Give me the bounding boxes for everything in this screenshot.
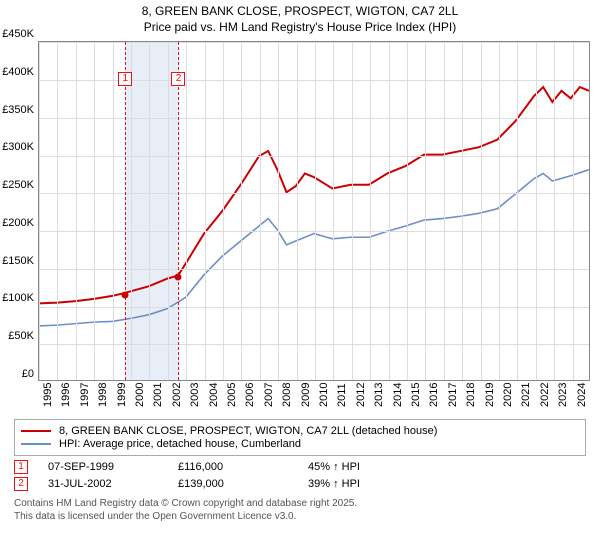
sales-delta: 39% ↑ HPI (308, 478, 438, 490)
sales-price: £116,000 (178, 461, 308, 473)
footer-line1: Contains HM Land Registry data © Crown c… (14, 497, 586, 510)
x-tick-label: 1998 (97, 383, 109, 407)
y-tick-label: £250K (2, 179, 34, 191)
x-tick-label: 2008 (281, 383, 293, 407)
x-tick-label: 2021 (520, 383, 532, 407)
x-tick-label: 2011 (336, 384, 348, 408)
x-tick-label: 2002 (171, 383, 183, 407)
x-tick-label: 2015 (410, 383, 422, 407)
x-tick-label: 2006 (244, 383, 256, 407)
x-tick-label: 2007 (263, 383, 275, 407)
legend-label: 8, GREEN BANK CLOSE, PROSPECT, WIGTON, C… (59, 425, 437, 437)
title-line1: 8, GREEN BANK CLOSE, PROSPECT, WIGTON, C… (0, 4, 600, 20)
x-tick-label: 2014 (392, 383, 404, 407)
x-tick-label: 1997 (79, 383, 91, 407)
sales-marker: 2 (14, 477, 28, 491)
x-tick-label: 2017 (447, 383, 459, 407)
y-tick-label: £150K (2, 255, 34, 267)
x-tick-label: 2022 (539, 383, 551, 407)
title-line2: Price paid vs. HM Land Registry's House … (0, 20, 600, 36)
sales-date: 07-SEP-1999 (48, 461, 178, 473)
sales-table: 1 07-SEP-1999£116,00045% ↑ HPI 2 31-JUL-200… (14, 460, 586, 491)
sales-price: £139,000 (178, 478, 308, 490)
y-tick-label: £300K (2, 141, 34, 153)
y-axis: £0£50K£100K£150K£200K£250K£300K£350K£400… (0, 34, 38, 374)
sales-marker: 1 (14, 460, 28, 474)
series-line (39, 87, 589, 303)
event-line (178, 42, 179, 380)
x-axis: 1995 1996 1997 1998 1999 2000 2001 2002 2003 2004… (38, 381, 590, 411)
x-tick-label: 2012 (355, 383, 367, 407)
x-tick-label: 2024 (576, 383, 588, 407)
sales-row: 2 31-JUL-2002£139,00039% ↑ HPI (14, 477, 586, 491)
event-line (125, 42, 126, 380)
sales-date: 31-JUL-2002 (48, 478, 178, 490)
x-tick-label: 2001 (152, 383, 164, 407)
x-tick-label: 2005 (226, 383, 238, 407)
x-tick-label: 2013 (373, 383, 385, 407)
legend-swatch (21, 430, 51, 432)
x-tick-label: 1995 (42, 383, 54, 407)
x-tick-label: 2019 (484, 383, 496, 407)
x-tick-label: 2023 (557, 383, 569, 407)
x-tick-label: 2016 (428, 383, 440, 407)
sales-delta: 45% ↑ HPI (308, 461, 438, 473)
chart-plot-area: 12 (38, 41, 590, 381)
sales-row: 1 07-SEP-1999£116,00045% ↑ HPI (14, 460, 586, 474)
x-tick-label: 1999 (116, 383, 128, 407)
x-tick-label: 2009 (300, 383, 312, 407)
y-tick-label: £400K (2, 66, 34, 78)
chart-title: 8, GREEN BANK CLOSE, PROSPECT, WIGTON, C… (0, 0, 600, 35)
sale-point (175, 274, 182, 281)
chart-legend: 8, GREEN BANK CLOSE, PROSPECT, WIGTON, C… (14, 419, 586, 456)
x-tick-label: 2004 (208, 383, 220, 407)
x-tick-label: 2018 (465, 383, 477, 407)
footer-line2: This data is licensed under the Open Gov… (14, 510, 586, 523)
y-tick-label: £0 (22, 368, 34, 380)
legend-swatch (21, 443, 51, 445)
legend-label: HPI: Average price, detached house, Cumb… (59, 438, 301, 450)
chart-lines (39, 42, 589, 380)
x-tick-label: 1996 (60, 383, 72, 407)
y-tick-label: £450K (2, 28, 34, 40)
y-tick-label: £100K (2, 292, 34, 304)
x-tick-label: 2010 (318, 383, 330, 407)
x-tick-label: 2000 (134, 383, 146, 407)
footer-attribution: Contains HM Land Registry data © Crown c… (14, 497, 586, 523)
x-tick-label: 2020 (502, 383, 514, 407)
event-marker: 2 (171, 72, 185, 86)
y-tick-label: £200K (2, 217, 34, 229)
y-tick-label: £50K (8, 330, 34, 342)
event-marker: 1 (118, 72, 132, 86)
legend-item: HPI: Average price, detached house, Cumb… (21, 438, 579, 450)
x-tick-label: 2003 (189, 383, 201, 407)
sale-point (122, 291, 129, 298)
legend-item: 8, GREEN BANK CLOSE, PROSPECT, WIGTON, C… (21, 425, 579, 437)
y-tick-label: £350K (2, 104, 34, 116)
